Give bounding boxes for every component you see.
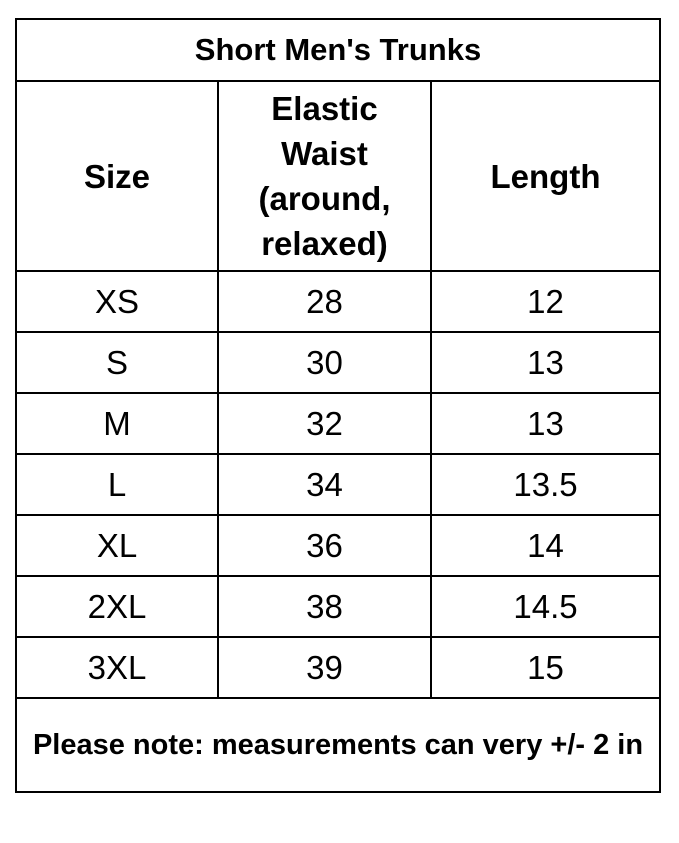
cell-waist: 28 bbox=[217, 270, 432, 333]
header-row: Size Elastic Waist (around, relaxed) Len… bbox=[15, 80, 661, 272]
header-waist: Elastic Waist (around, relaxed) bbox=[217, 80, 432, 272]
cell-waist: 32 bbox=[217, 392, 432, 455]
table-row: 2XL 38 14.5 bbox=[15, 575, 661, 638]
cell-waist: 39 bbox=[217, 636, 432, 699]
cell-size: M bbox=[15, 392, 219, 455]
cell-length: 12 bbox=[430, 270, 661, 333]
cell-size: 3XL bbox=[15, 636, 219, 699]
table-row: XL 36 14 bbox=[15, 514, 661, 577]
footnote: Please note: measurements can very +/- 2… bbox=[15, 697, 661, 793]
cell-size: XS bbox=[15, 270, 219, 333]
table-row: 3XL 39 15 bbox=[15, 636, 661, 699]
cell-length: 14.5 bbox=[430, 575, 661, 638]
cell-waist: 38 bbox=[217, 575, 432, 638]
cell-waist: 34 bbox=[217, 453, 432, 516]
size-chart-table: Short Men's Trunks Size Elastic Waist (a… bbox=[15, 18, 661, 793]
table-row: S 30 13 bbox=[15, 331, 661, 394]
cell-size: XL bbox=[15, 514, 219, 577]
header-size: Size bbox=[15, 80, 219, 272]
cell-waist: 36 bbox=[217, 514, 432, 577]
table-row: M 32 13 bbox=[15, 392, 661, 455]
cell-length: 13 bbox=[430, 331, 661, 394]
cell-size: L bbox=[15, 453, 219, 516]
cell-size: 2XL bbox=[15, 575, 219, 638]
cell-length: 14 bbox=[430, 514, 661, 577]
cell-waist: 30 bbox=[217, 331, 432, 394]
cell-length: 13.5 bbox=[430, 453, 661, 516]
cell-length: 13 bbox=[430, 392, 661, 455]
cell-length: 15 bbox=[430, 636, 661, 699]
table-title: Short Men's Trunks bbox=[15, 18, 661, 82]
table-row: L 34 13.5 bbox=[15, 453, 661, 516]
header-length: Length bbox=[430, 80, 661, 272]
cell-size: S bbox=[15, 331, 219, 394]
table-row: XS 28 12 bbox=[15, 270, 661, 333]
